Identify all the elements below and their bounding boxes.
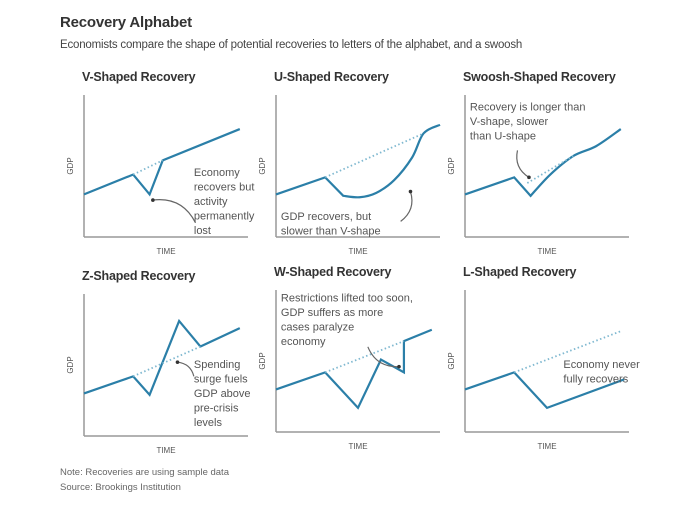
trend-line	[513, 330, 622, 374]
arrow-head	[397, 364, 401, 369]
gdp-line	[275, 123, 441, 199]
annotation-text: permanently	[194, 211, 255, 223]
x-axis-label: TIME	[537, 442, 556, 451]
annotation-text: Economy	[194, 167, 240, 179]
x-axis-label: TIME	[156, 446, 175, 455]
y-axis-label: GDP	[447, 157, 456, 174]
panel-l-shaped: L-Shaped Recovery TIME GDP Economy never fu…	[441, 265, 651, 465]
gdp-line	[83, 128, 241, 197]
chart-svg: TIME GDP Economy never fully recovers	[447, 290, 640, 451]
annotation-text: levels	[194, 417, 223, 429]
annotation-text: economy	[281, 336, 326, 348]
annotation-text: Spending	[194, 359, 241, 371]
annotation-text: slower than V-shape	[281, 226, 381, 238]
annotation-text: GDP above	[194, 388, 251, 400]
chart-svg: TIME GDP Economy recovers but activity perman…	[66, 95, 255, 256]
annotation-arrow	[152, 199, 197, 224]
annotation-arrow	[400, 191, 413, 222]
page-subtitle: Economists compare the shape of potentia…	[60, 39, 523, 51]
annotation-text: recovers but	[194, 182, 255, 194]
annotation-text: GDP suffers as more	[281, 307, 383, 319]
panel-title: W-Shaped Recovery	[274, 265, 392, 279]
y-axis-label: GDP	[258, 352, 267, 369]
x-axis-label: TIME	[537, 247, 556, 256]
annotation-text: surge fuels	[194, 373, 248, 385]
annotation-text: V-shape, slower	[470, 116, 549, 128]
y-axis-label: GDP	[66, 157, 75, 174]
annotation-text: Recovery is longer than	[470, 102, 586, 114]
panel-z-shaped: Z-Shaped Recovery TIME GDP Spending surge f…	[60, 269, 270, 469]
y-axis-label: GDP	[66, 356, 75, 373]
annotation-arrow	[516, 150, 530, 178]
x-axis-label: TIME	[348, 247, 367, 256]
x-axis-label: TIME	[348, 442, 367, 451]
chart-svg: TIME GDP Restrictions lifted too soon, GDP …	[258, 290, 440, 451]
footnote: Note: Recoveries are using sample data	[60, 467, 229, 478]
gdp-line	[83, 318, 241, 397]
panel-w-shaped: W-Shaped Recovery TIME GDP Restrictions li…	[252, 265, 462, 465]
y-axis-label: GDP	[447, 352, 456, 369]
arrow-head	[527, 175, 531, 180]
annotation-text: pre-crisis	[194, 402, 239, 414]
arrow-head	[151, 198, 155, 202]
trend-line	[132, 159, 164, 176]
trend-line	[526, 155, 574, 184]
annotation-text: activity	[194, 196, 228, 208]
panel-title: Z-Shaped Recovery	[82, 269, 196, 283]
annotation-text: cases paralyze	[281, 321, 354, 333]
chart-svg: TIME GDP GDP recovers, but slower than V-sh…	[258, 95, 441, 256]
panel-title: U-Shaped Recovery	[274, 70, 389, 84]
panel-u-shaped: U-Shaped Recovery TIME GDP GDP recovers, b…	[252, 70, 462, 270]
annotation-text: Economy never	[563, 359, 640, 371]
annotation-text: fully recovers	[563, 374, 628, 386]
annotation-text: Restrictions lifted too soon,	[281, 292, 413, 304]
trend-line	[132, 345, 201, 378]
y-axis-label: GDP	[258, 157, 267, 174]
panel-title: L-Shaped Recovery	[463, 265, 577, 279]
annotation-text: GDP recovers, but	[281, 211, 371, 223]
panel-title: V-Shaped Recovery	[82, 70, 196, 84]
trend-line	[324, 132, 424, 179]
annotation-text: than U-shape	[470, 131, 536, 143]
gdp-line	[464, 371, 625, 410]
panel-title: Swoosh-Shaped Recovery	[463, 70, 616, 84]
chart-svg: TIME GDP Recovery is longer than V-shape, s…	[447, 95, 629, 256]
arrow-head	[175, 360, 180, 364]
panel-swoosh-shaped: Swoosh-Shaped Recovery TIME GDP Recovery i…	[441, 70, 651, 270]
page-title: Recovery Alphabet	[60, 14, 192, 31]
arrow-head	[408, 189, 413, 194]
annotation-arrow	[367, 346, 400, 368]
source-note: Source: Brookings Institution	[60, 482, 181, 493]
chart-svg: TIME GDP Spending surge fuels GDP above pre-c…	[66, 294, 251, 455]
annotation-arrow	[177, 361, 195, 377]
x-axis-label: TIME	[156, 247, 175, 256]
panel-v-shaped: V-Shaped Recovery TIME GDP Economy recovers…	[60, 70, 270, 270]
annotation-text: lost	[194, 225, 211, 237]
trend-line	[324, 340, 405, 374]
